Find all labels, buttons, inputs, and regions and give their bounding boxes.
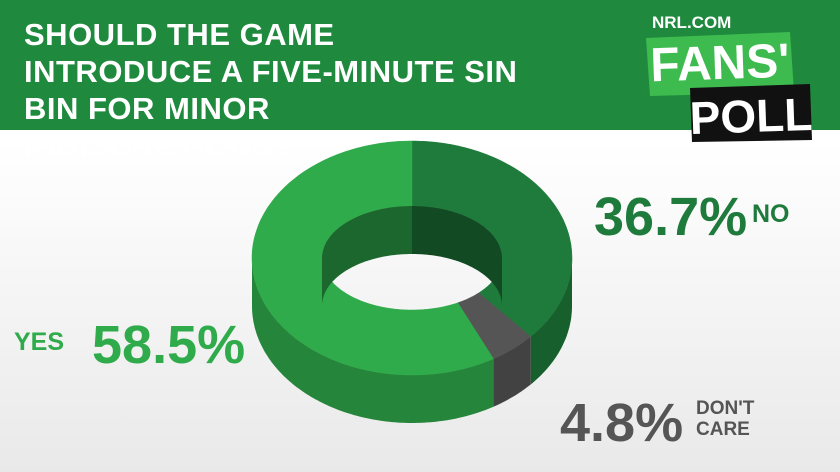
value-label: 36.7%	[594, 187, 748, 247]
category-label: DON'T CARE	[696, 398, 755, 440]
slice-side	[493, 336, 531, 407]
slice-side	[530, 258, 572, 385]
slice-inner-side	[412, 206, 502, 306]
value-label: 58.5%	[92, 315, 246, 375]
logo-line: FANS'	[649, 35, 790, 93]
donut	[251, 140, 573, 423]
logo-line: POLL	[689, 88, 813, 144]
value-label: 4.8%	[560, 393, 684, 453]
logo-box	[646, 32, 794, 96]
logo-box	[690, 84, 812, 142]
logo-site: NRL.COM	[652, 13, 731, 32]
category-label: YES	[14, 328, 65, 356]
category-label: NO	[752, 200, 790, 228]
slice-side	[252, 258, 494, 423]
chart-title: SHOULD THE GAME INTRODUCE A FIVE-MINUTE …	[24, 17, 518, 163]
slice-inner-side	[322, 206, 412, 306]
logo: NRL.COM FANS' POLL	[646, 13, 813, 144]
